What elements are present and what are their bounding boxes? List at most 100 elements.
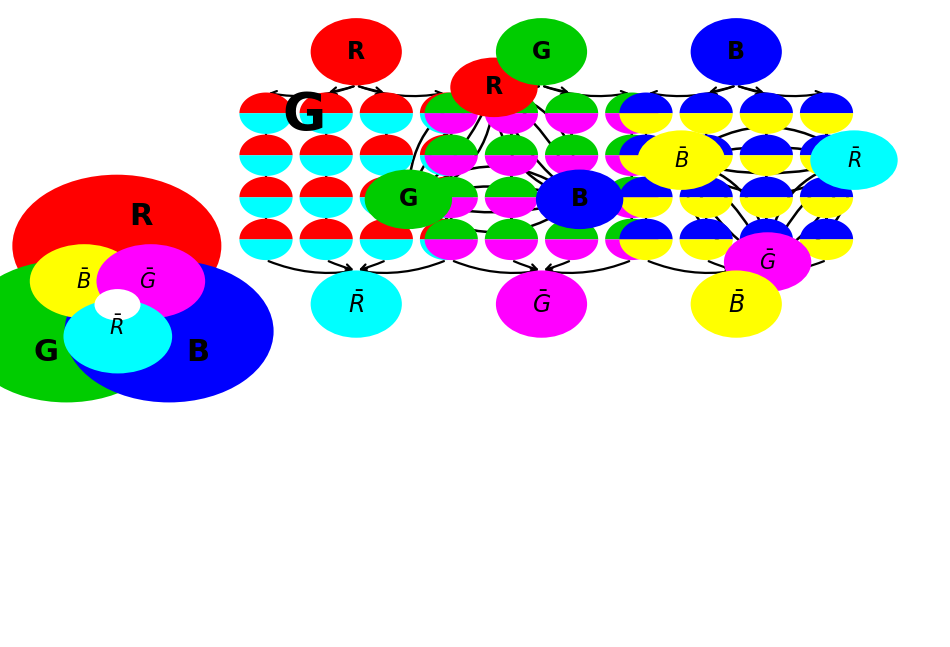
- Polygon shape: [239, 135, 293, 155]
- Polygon shape: [619, 239, 673, 260]
- Circle shape: [29, 244, 139, 318]
- Polygon shape: [420, 155, 473, 176]
- Polygon shape: [605, 155, 658, 176]
- Polygon shape: [420, 113, 473, 134]
- Text: R: R: [129, 203, 152, 231]
- Polygon shape: [239, 197, 293, 218]
- Polygon shape: [679, 177, 732, 197]
- Polygon shape: [679, 219, 732, 239]
- Polygon shape: [619, 113, 673, 134]
- Polygon shape: [605, 93, 658, 113]
- Polygon shape: [605, 135, 658, 155]
- Circle shape: [12, 175, 221, 317]
- Ellipse shape: [311, 18, 402, 85]
- Polygon shape: [800, 177, 853, 197]
- Polygon shape: [740, 135, 793, 155]
- Polygon shape: [420, 177, 473, 197]
- Polygon shape: [605, 219, 658, 239]
- Polygon shape: [299, 177, 352, 197]
- Polygon shape: [800, 155, 853, 176]
- Polygon shape: [484, 219, 538, 239]
- Polygon shape: [545, 239, 598, 260]
- Polygon shape: [420, 93, 473, 113]
- Polygon shape: [420, 239, 473, 260]
- Polygon shape: [545, 155, 598, 176]
- Polygon shape: [740, 177, 793, 197]
- Polygon shape: [360, 197, 413, 218]
- Polygon shape: [605, 113, 658, 134]
- Polygon shape: [299, 113, 352, 134]
- Polygon shape: [420, 197, 473, 218]
- Polygon shape: [425, 177, 478, 197]
- Circle shape: [64, 300, 172, 373]
- Polygon shape: [239, 177, 293, 197]
- Polygon shape: [619, 93, 673, 113]
- Polygon shape: [239, 113, 293, 134]
- Circle shape: [810, 131, 898, 190]
- Polygon shape: [679, 113, 732, 134]
- Circle shape: [365, 170, 452, 229]
- Polygon shape: [425, 219, 478, 239]
- Polygon shape: [360, 93, 413, 113]
- Polygon shape: [360, 155, 413, 176]
- Polygon shape: [740, 113, 793, 134]
- Polygon shape: [425, 239, 478, 260]
- Polygon shape: [740, 155, 793, 176]
- Text: $\bar{G}$: $\bar{G}$: [759, 250, 776, 274]
- Text: G: G: [532, 39, 551, 64]
- Polygon shape: [425, 155, 478, 176]
- Text: R: R: [484, 75, 504, 100]
- Polygon shape: [545, 219, 598, 239]
- Text: B: B: [728, 39, 745, 64]
- Polygon shape: [619, 135, 673, 155]
- Text: $\bar{B}$: $\bar{B}$: [674, 148, 689, 172]
- Text: $\bar{B}$: $\bar{B}$: [728, 291, 745, 318]
- Polygon shape: [800, 135, 853, 155]
- Polygon shape: [679, 93, 732, 113]
- Polygon shape: [239, 93, 293, 113]
- Ellipse shape: [311, 270, 402, 338]
- Polygon shape: [619, 197, 673, 218]
- Polygon shape: [360, 239, 413, 260]
- Polygon shape: [740, 93, 793, 113]
- Polygon shape: [679, 239, 732, 260]
- Circle shape: [65, 260, 274, 402]
- Text: $\bar{G}$: $\bar{G}$: [139, 269, 156, 293]
- Polygon shape: [239, 219, 293, 239]
- Text: $\bar{R}$: $\bar{R}$: [348, 291, 365, 318]
- Polygon shape: [425, 197, 478, 218]
- Ellipse shape: [496, 270, 587, 338]
- Polygon shape: [679, 197, 732, 218]
- Polygon shape: [484, 197, 538, 218]
- Polygon shape: [484, 239, 538, 260]
- Polygon shape: [425, 135, 478, 155]
- Polygon shape: [619, 219, 673, 239]
- Polygon shape: [425, 93, 478, 113]
- Polygon shape: [299, 239, 352, 260]
- Polygon shape: [605, 197, 658, 218]
- Polygon shape: [299, 135, 352, 155]
- Text: $\bar{G}$: $\bar{G}$: [532, 291, 551, 318]
- Text: G: G: [33, 338, 58, 367]
- Polygon shape: [740, 197, 793, 218]
- Polygon shape: [545, 93, 598, 113]
- Polygon shape: [360, 135, 413, 155]
- Polygon shape: [605, 239, 658, 260]
- Text: $\bar{R}$: $\bar{R}$: [846, 148, 862, 172]
- Polygon shape: [800, 239, 853, 260]
- Polygon shape: [679, 155, 732, 176]
- Polygon shape: [360, 177, 413, 197]
- Polygon shape: [619, 177, 673, 197]
- Circle shape: [536, 170, 623, 229]
- Polygon shape: [484, 135, 538, 155]
- Polygon shape: [420, 135, 473, 155]
- Polygon shape: [800, 219, 853, 239]
- Polygon shape: [299, 155, 352, 176]
- Polygon shape: [545, 197, 598, 218]
- Polygon shape: [299, 93, 352, 113]
- Ellipse shape: [691, 270, 782, 338]
- Polygon shape: [425, 113, 478, 134]
- Polygon shape: [420, 219, 473, 239]
- Polygon shape: [299, 219, 352, 239]
- Polygon shape: [740, 219, 793, 239]
